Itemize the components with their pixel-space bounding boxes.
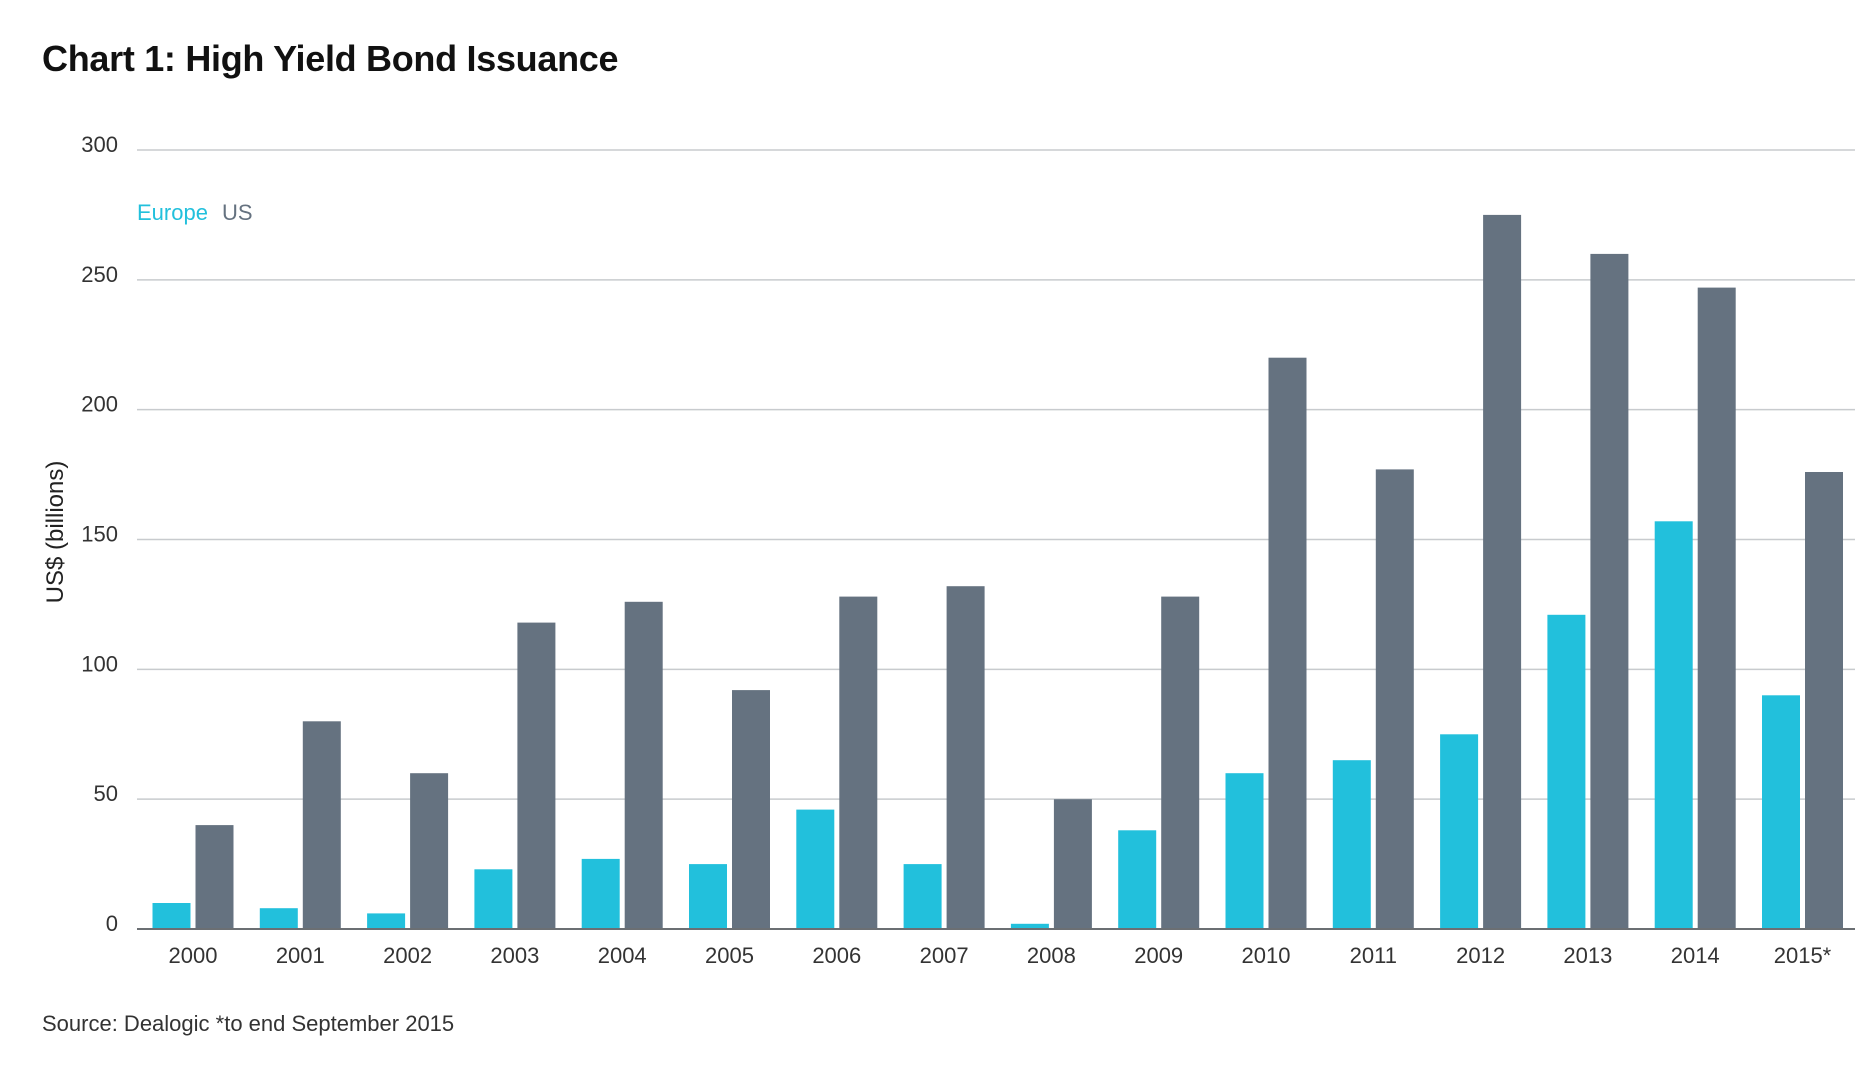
bar-us-2011 xyxy=(1375,469,1414,929)
y-tick-label: 300 xyxy=(81,132,118,157)
bar-us-2006 xyxy=(839,596,878,929)
legend: Europe US xyxy=(137,200,253,225)
bar-europe-2007 xyxy=(903,864,942,929)
bar-us-2009 xyxy=(1161,596,1200,929)
y-tick-label: 250 xyxy=(81,262,118,287)
x-tick-label: 2004 xyxy=(598,943,647,968)
bar-europe-2005 xyxy=(689,864,727,929)
bar-europe-2014 xyxy=(1654,521,1693,929)
x-tick-label: 2006 xyxy=(812,943,861,968)
x-tick-label: 2002 xyxy=(383,943,432,968)
bar-europe-2008 xyxy=(1010,923,1049,929)
bar-europe-2003 xyxy=(474,869,513,929)
y-tick-label: 0 xyxy=(106,911,118,936)
bar-europe-2002 xyxy=(367,913,406,929)
x-tick-label: 2003 xyxy=(490,943,539,968)
bar-europe-2012 xyxy=(1440,734,1479,930)
bar-europe-2015 xyxy=(1762,695,1800,929)
y-tick-label: 50 xyxy=(94,781,118,806)
bar-us-2001 xyxy=(302,721,341,929)
legend-europe: Europe xyxy=(137,200,208,225)
bar-europe-2010 xyxy=(1225,773,1264,929)
y-axis-label: US$ (billions) xyxy=(42,461,69,604)
x-tick-label: 2014 xyxy=(1671,943,1720,968)
y-axis-ticks: 0 50 100 150 200 250 300 xyxy=(81,132,118,936)
bar-europe-2001 xyxy=(259,908,298,929)
x-axis-ticks: 2000 2001 2002 2003 2004 2005 2006 2007 2008 2009… xyxy=(169,943,1832,968)
bar-us-2014 xyxy=(1697,287,1736,930)
bar-europe-2004 xyxy=(581,858,620,929)
x-tick-label: 2015* xyxy=(1774,943,1832,968)
x-tick-label: 2000 xyxy=(169,943,218,968)
bar-europe-2006 xyxy=(796,809,835,929)
bar-us-2008 xyxy=(1053,799,1092,929)
x-tick-label: 2012 xyxy=(1456,943,1505,968)
bar-us-2003 xyxy=(517,622,556,929)
bar-us-2004 xyxy=(624,601,663,929)
bar-us-2002 xyxy=(410,773,449,929)
x-tick-label: 2009 xyxy=(1134,943,1183,968)
bar-us-2000 xyxy=(195,825,234,929)
x-tick-label: 2013 xyxy=(1563,943,1612,968)
legend: Europe US xyxy=(137,200,253,225)
bars xyxy=(152,214,1843,930)
x-tick-label: 2010 xyxy=(1242,943,1291,968)
y-tick-label: 150 xyxy=(81,522,118,547)
y-tick-label: 200 xyxy=(81,392,118,417)
legend-us: US xyxy=(222,200,253,225)
y-tick-label: 100 xyxy=(81,651,118,676)
bar-us-2010 xyxy=(1268,357,1307,929)
bar-us-2005 xyxy=(732,690,770,929)
bar-us-2015 xyxy=(1805,472,1843,929)
x-tick-label: 2007 xyxy=(920,943,969,968)
bar-us-2013 xyxy=(1590,253,1629,929)
x-tick-label: 2011 xyxy=(1350,943,1397,968)
x-tick-label: 2005 xyxy=(705,943,754,968)
x-tick-label: 2001 xyxy=(276,943,325,968)
bar-us-2007 xyxy=(946,586,985,929)
bar-europe-2000 xyxy=(152,903,191,929)
bar-us-2012 xyxy=(1483,214,1522,929)
x-tick-label: 2008 xyxy=(1027,943,1076,968)
source-note: Source: Dealogic *to end September 2015 xyxy=(42,1011,455,1036)
bar-europe-2009 xyxy=(1118,830,1157,929)
bar-europe-2013 xyxy=(1547,614,1586,929)
bar-chart: 0 50 100 150 200 250 300 US$ (billions) Europe… xyxy=(42,132,1855,968)
bar-europe-2011 xyxy=(1332,760,1371,929)
chart-title: Chart 1: High Yield Bond Issuance xyxy=(42,38,619,79)
